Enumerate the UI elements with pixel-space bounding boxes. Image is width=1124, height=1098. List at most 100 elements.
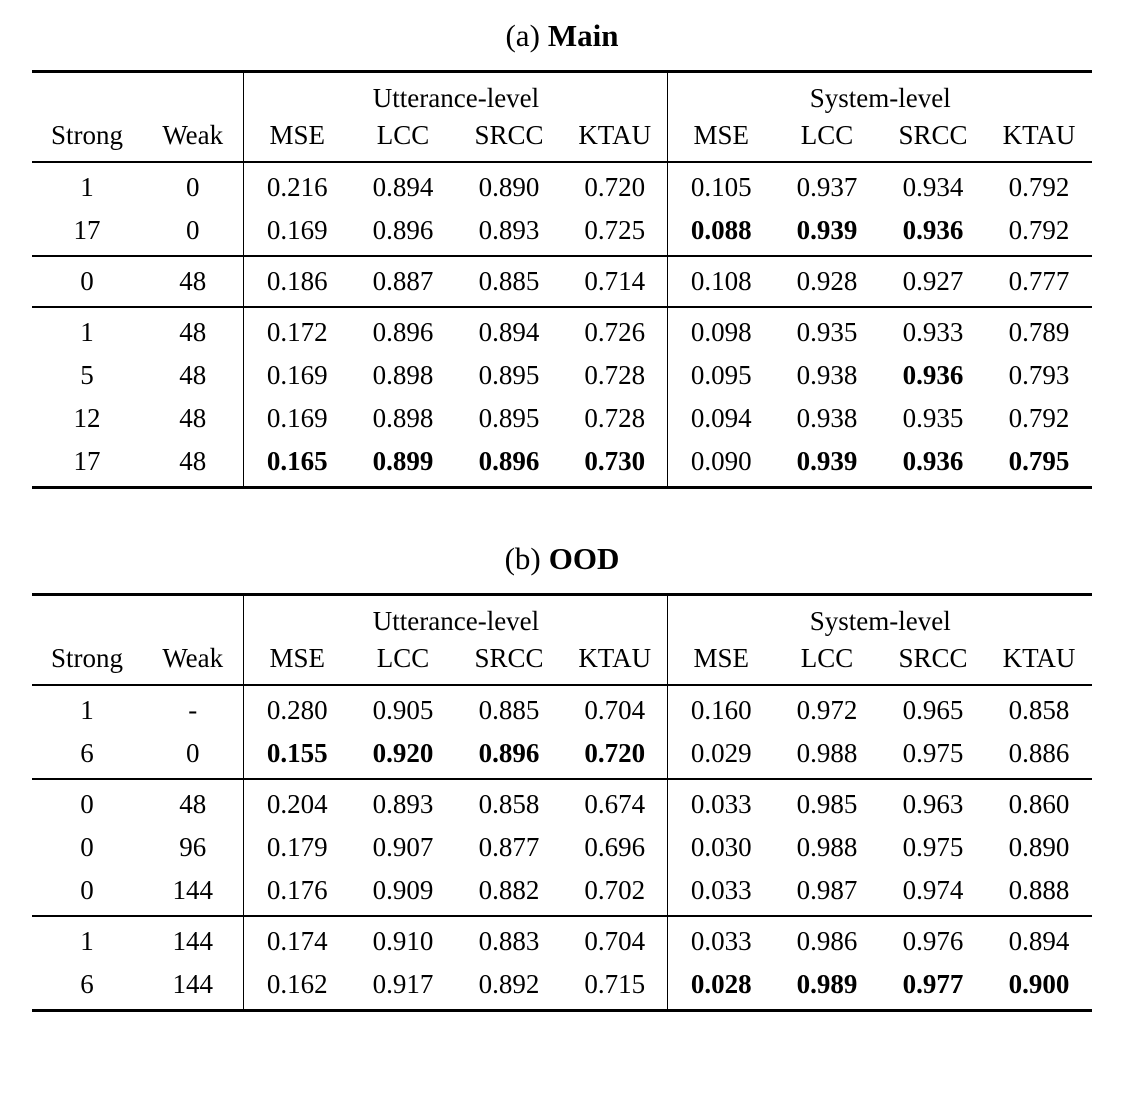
table-cell: 17 bbox=[73, 215, 101, 245]
paper-page: (a) Main Utterance-level System-level Stron… bbox=[30, 18, 1094, 1012]
table-cell: 0.860 bbox=[985, 778, 1093, 826]
table-cell: 0 bbox=[31, 778, 142, 826]
table-cell: 5 bbox=[80, 360, 94, 390]
column-header: LCC bbox=[773, 114, 880, 163]
table-block-ood: (b) OOD Utterance-level System-level Strong… bbox=[30, 541, 1094, 1012]
table-cell: 0.882 bbox=[478, 875, 540, 905]
table-row: 17 48 0.165 0.899 0.896 0.730 0.090 0.939 0.936 0… bbox=[32, 440, 1092, 488]
column-header: Strong bbox=[31, 114, 142, 163]
table-row: 0 96 0.179 0.907 0.877 0.696 0.030 0.988 0.975 0.… bbox=[32, 826, 1092, 869]
table-cell: 0.886 bbox=[1008, 738, 1070, 768]
column-group-header: Utterance-level bbox=[243, 594, 668, 637]
table-cell: 0.186 bbox=[243, 255, 350, 307]
table-cell: 0.793 bbox=[1008, 360, 1070, 390]
table-cell: 0.172 bbox=[243, 306, 350, 354]
table-row: 12 48 0.169 0.898 0.895 0.728 0.094 0.938 0.935 0… bbox=[32, 397, 1092, 440]
table-cell: 0.280 bbox=[243, 685, 350, 732]
table-cell: 0.702 bbox=[584, 875, 646, 905]
column-header: LCC bbox=[773, 637, 880, 686]
table-cell: 0.898 bbox=[372, 403, 434, 433]
column-header: MSE bbox=[667, 637, 774, 686]
table-body: 1 - 0.280 0.905 0.885 0.704 0.160 0.972 0.965 0.8… bbox=[31, 685, 1093, 1011]
table-cell: 0.917 bbox=[372, 969, 434, 999]
table-cell: 0.977 bbox=[902, 969, 964, 999]
table-cell: 0.975 bbox=[902, 738, 964, 768]
table-cell: 0.892 bbox=[478, 969, 540, 999]
table-cell: 0.988 bbox=[796, 832, 858, 862]
table-cell: 0.898 bbox=[372, 360, 434, 390]
table-cell: 0.939 bbox=[796, 215, 858, 245]
table-row: 0 144 0.176 0.909 0.882 0.702 0.033 0.987 0.974 0… bbox=[32, 869, 1092, 916]
table-cell: 0 bbox=[80, 875, 94, 905]
header-spacer bbox=[32, 72, 244, 115]
table-cell: 0.896 bbox=[478, 446, 540, 476]
table-row: 6 144 0.162 0.917 0.892 0.715 0.028 0.989 0.977 0… bbox=[32, 963, 1092, 1011]
table-cell: 0.987 bbox=[796, 875, 858, 905]
table-cell: 0.885 bbox=[478, 695, 540, 725]
table-cell: 0.909 bbox=[372, 875, 434, 905]
column-header: LCC bbox=[349, 637, 456, 686]
table-cell: 0.936 bbox=[902, 446, 964, 476]
table-cell: 0.704 bbox=[561, 915, 668, 963]
table-cell: 0.989 bbox=[796, 969, 858, 999]
table-cell: 0.160 bbox=[667, 685, 774, 732]
header-spacer bbox=[32, 595, 244, 638]
table-cell: 48 bbox=[141, 306, 244, 354]
table-cell: 0.088 bbox=[667, 209, 774, 256]
column-header: Weak bbox=[141, 114, 244, 163]
column-header: LCC bbox=[349, 114, 456, 163]
table-cell: 1 bbox=[31, 306, 142, 354]
table-row: 1 48 0.172 0.896 0.894 0.726 0.098 0.935 0.933 0.… bbox=[31, 306, 1093, 354]
table-cell: 0.936 bbox=[902, 360, 964, 390]
table-cell: 0.720 bbox=[584, 738, 646, 768]
table-cell: 0.938 bbox=[796, 360, 858, 390]
table-cell: 0.899 bbox=[372, 446, 434, 476]
table-cell: 0.090 bbox=[667, 440, 774, 488]
table-cell: 0.704 bbox=[584, 695, 646, 725]
table-cell: 0.715 bbox=[584, 969, 646, 999]
table-cell: 6 bbox=[80, 969, 94, 999]
table-cell: 0.937 bbox=[796, 172, 858, 202]
table-cell: 0.896 bbox=[372, 215, 434, 245]
caption-prefix: (a) bbox=[505, 18, 540, 53]
caption-prefix: (b) bbox=[504, 541, 541, 576]
table-cell: 0.725 bbox=[584, 215, 646, 245]
table-cell: 0.894 bbox=[455, 306, 562, 354]
table-cell: 96 bbox=[179, 832, 207, 862]
table-cell: 0.730 bbox=[584, 446, 646, 476]
column-header: MSE bbox=[243, 637, 350, 686]
table-caption-main: (a) Main bbox=[30, 18, 1094, 54]
table-cell: 0.174 bbox=[243, 915, 350, 963]
table-row: 6 0 0.155 0.920 0.896 0.720 0.029 0.988 0.975 0.8… bbox=[32, 732, 1092, 779]
table-cell: 0.885 bbox=[455, 255, 562, 307]
table-cell: 0.938 bbox=[796, 403, 858, 433]
table-cell: 0.933 bbox=[879, 306, 986, 354]
column-header: Weak bbox=[141, 637, 244, 686]
column-header-row: Strong Weak MSE LCC SRCC KTAU MSE LCC SRCC KTAU bbox=[31, 114, 1093, 163]
table-cell: 0.696 bbox=[584, 832, 646, 862]
table-cell: 0.910 bbox=[349, 915, 456, 963]
table-cell: 0.985 bbox=[773, 778, 880, 826]
table-header: Utterance-level System-level Strong Weak MSE… bbox=[31, 71, 1093, 163]
table-cell: 0.858 bbox=[455, 778, 562, 826]
table-cell: 0.936 bbox=[902, 215, 964, 245]
table-cell: 0.963 bbox=[879, 778, 986, 826]
table-row: 1 144 0.174 0.910 0.883 0.704 0.033 0.986 0.976 0… bbox=[31, 915, 1093, 963]
table-cell: 48 bbox=[141, 255, 244, 307]
table-cell: 0.162 bbox=[243, 963, 350, 1011]
table-cell: 0.905 bbox=[372, 695, 434, 725]
caption-title: OOD bbox=[548, 541, 620, 576]
table-cell: 0.105 bbox=[667, 162, 774, 209]
table-cell: 0.179 bbox=[243, 826, 350, 869]
table-cell: 0.907 bbox=[372, 832, 434, 862]
table-cell: 48 bbox=[179, 446, 207, 476]
table-cell: 0.777 bbox=[985, 255, 1093, 307]
column-header: KTAU bbox=[561, 637, 668, 686]
table-cell: 0.789 bbox=[985, 306, 1093, 354]
table-cell: 0.030 bbox=[667, 826, 774, 869]
table-cell: 1 bbox=[80, 695, 94, 725]
table-cell: 0.094 bbox=[667, 397, 774, 440]
table-cell: 0.893 bbox=[349, 778, 456, 826]
table-cell: 0.976 bbox=[879, 915, 986, 963]
table-cell: 0.169 bbox=[243, 354, 350, 397]
